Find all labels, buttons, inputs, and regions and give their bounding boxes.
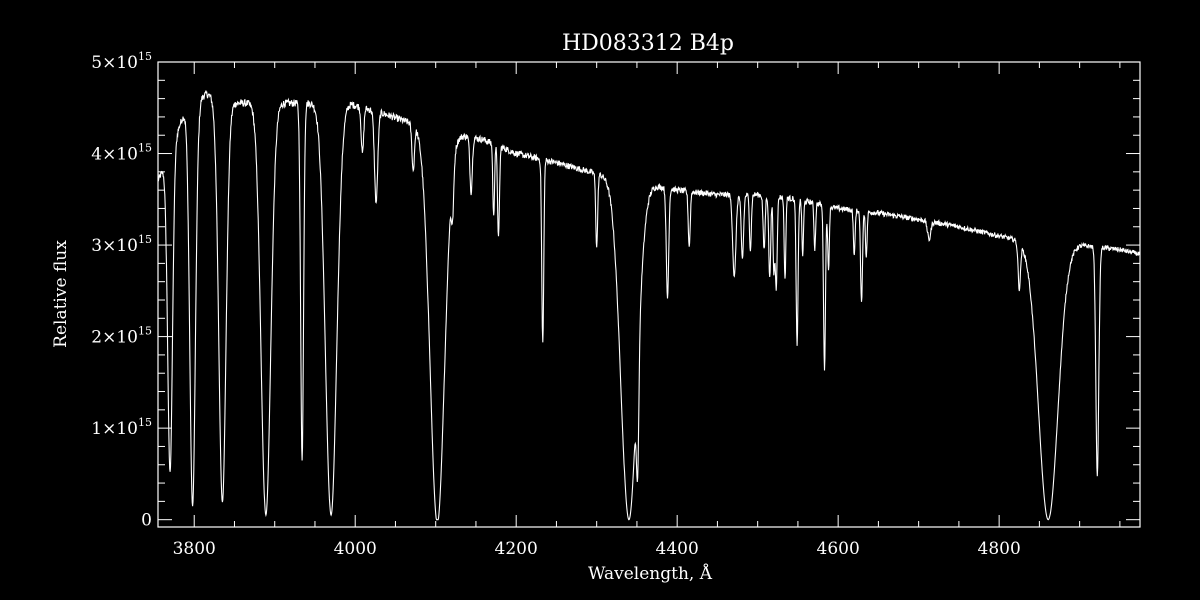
spectrum-line: [157, 90, 1141, 521]
axes-layer: 3800 4000 4200 4400 4600 4800 0 1×1015 2×1015 3×1…: [91, 50, 1141, 559]
y-axis-label: Relative flux: [51, 240, 71, 348]
x-tick-label: 3800: [173, 539, 216, 559]
x-tick-label: 4200: [495, 539, 538, 559]
x-axis-label: Wavelength, Å: [588, 563, 713, 584]
y-tick-label: 3×1015: [91, 233, 152, 256]
y-tick-label: 0: [141, 511, 152, 531]
x-tick-label: 4600: [817, 539, 860, 559]
y-tick-label: 5×1015: [91, 50, 152, 73]
y-tick-label: 4×1015: [91, 142, 152, 165]
data-layer: [157, 90, 1141, 521]
x-tick-label: 4400: [656, 539, 699, 559]
plot-frame: [157, 61, 1141, 528]
y-tick-label: 2×1015: [91, 325, 152, 348]
y-tick-label: 1×1015: [91, 416, 152, 439]
x-tick-label: 4000: [334, 539, 377, 559]
chart-title: HD083312 B4p: [562, 31, 734, 56]
x-tick-label: 4800: [978, 539, 1021, 559]
